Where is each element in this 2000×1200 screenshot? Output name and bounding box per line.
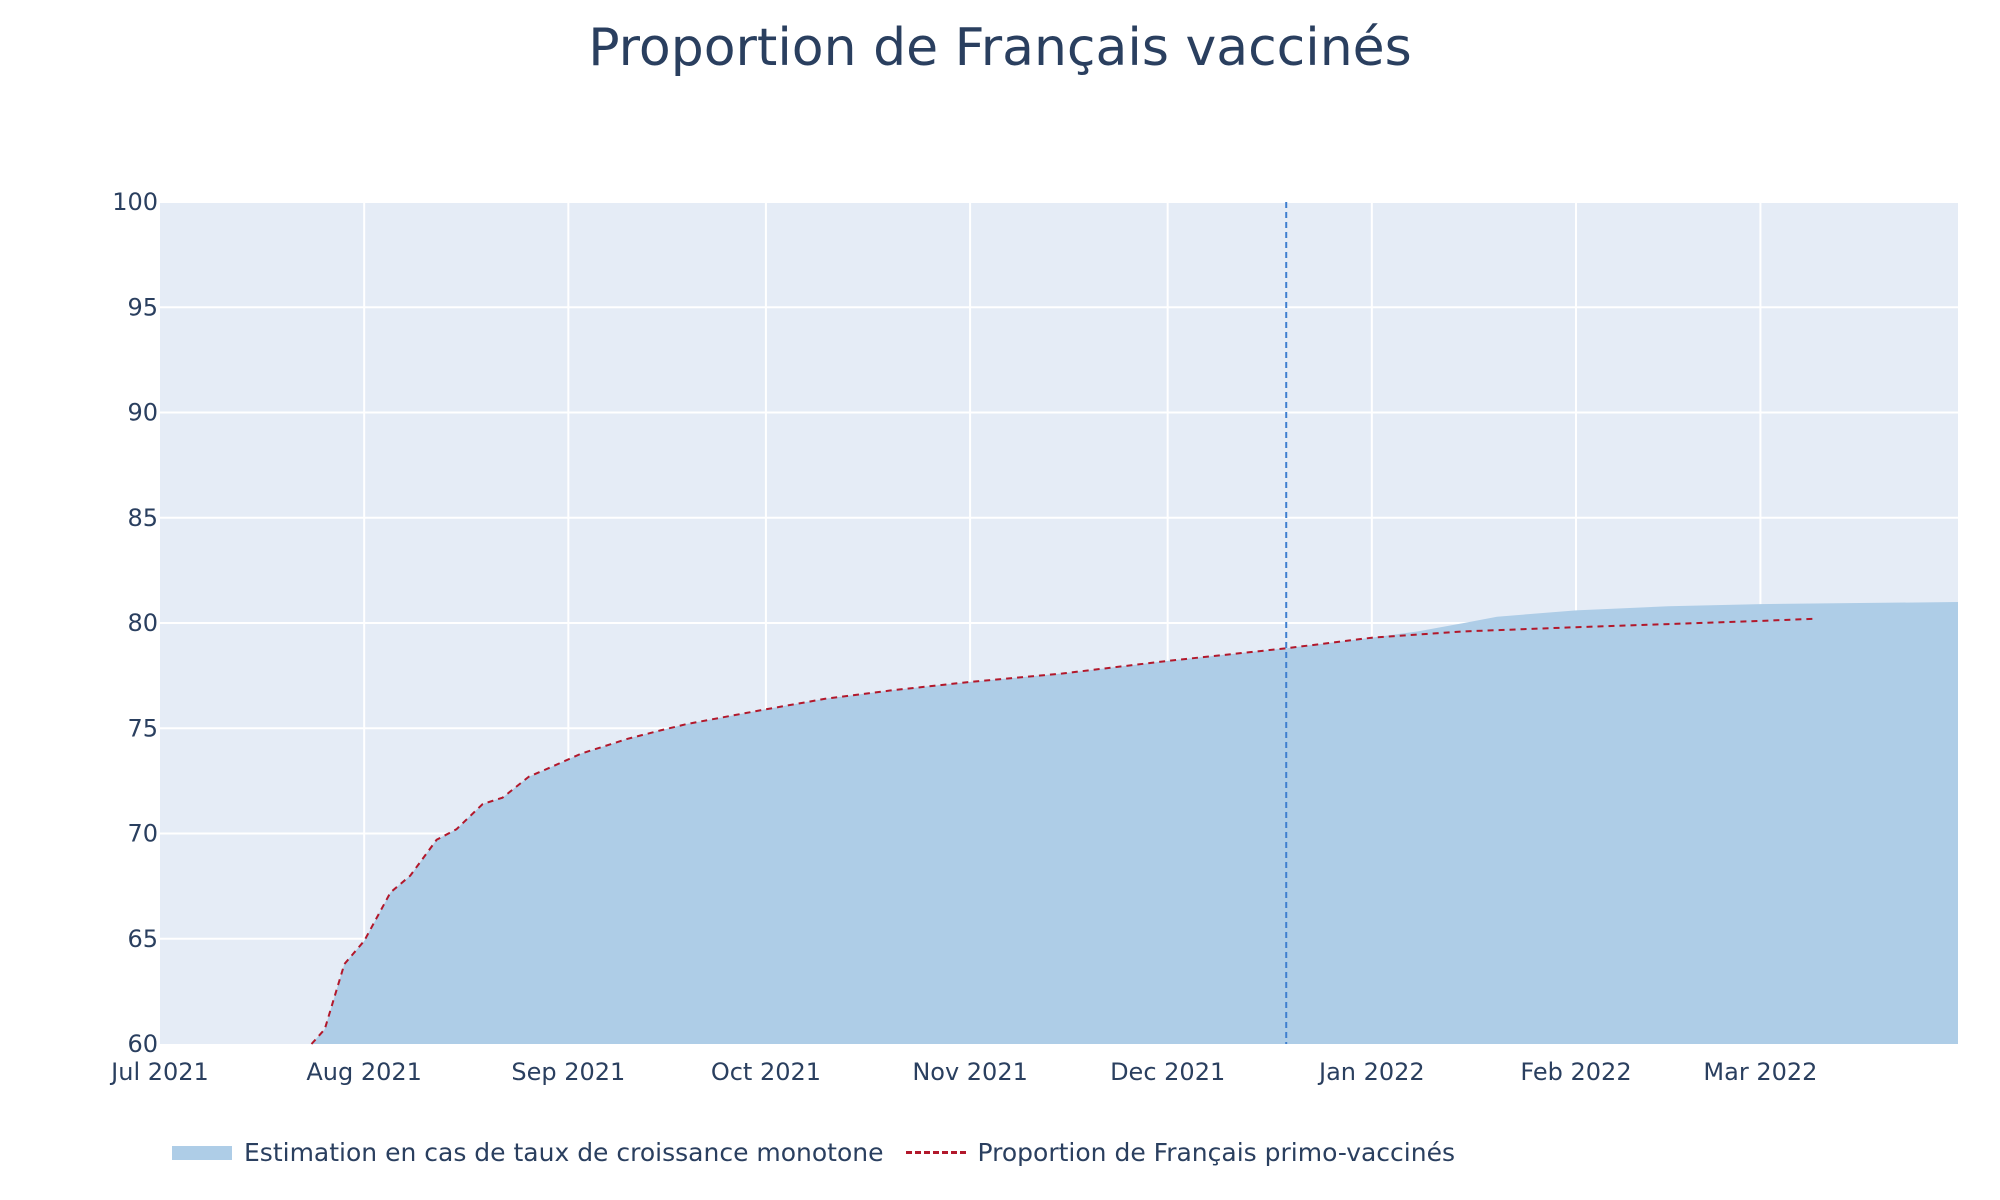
x-tick-label: Jan 2022 — [1317, 1058, 1425, 1086]
chart-title: Proportion de Français vaccinés — [588, 18, 1412, 78]
series-layer — [310, 602, 1958, 1045]
x-tick-label: Feb 2022 — [1520, 1058, 1631, 1086]
y-tick-label: 60 — [127, 1030, 158, 1058]
y-tick-label: 100 — [112, 188, 158, 216]
x-tick-label: Mar 2022 — [1703, 1058, 1817, 1086]
x-tick-label: Dec 2021 — [1110, 1058, 1225, 1086]
legend-swatch-area — [172, 1145, 232, 1160]
legend: Estimation en cas de taux de croissance … — [172, 1138, 1477, 1167]
x-tick-label: Oct 2021 — [711, 1058, 821, 1086]
x-tick-label: Nov 2021 — [912, 1058, 1028, 1086]
y-tick-label: 95 — [127, 293, 158, 321]
y-tick-label: 85 — [127, 504, 158, 532]
y-tick-label: 65 — [127, 925, 158, 953]
legend-swatch-dashed-line — [905, 1151, 966, 1154]
x-tick-label: Sep 2021 — [511, 1058, 625, 1086]
y-tick-label: 90 — [127, 399, 158, 427]
y-tick-label: 80 — [127, 609, 158, 637]
axis-labels: 60 65 70 75 80 85 90 95 100 Jul 2021 Aug 2021 Sep 2… — [109, 188, 1817, 1086]
x-tick-label: Jul 2021 — [109, 1058, 209, 1086]
y-tick-label: 70 — [127, 820, 158, 848]
y-tick-label: 75 — [127, 714, 158, 742]
legend-item-estimation[interactable]: Estimation en cas de taux de croissance … — [172, 1138, 884, 1167]
x-tick-label: Aug 2021 — [306, 1058, 422, 1086]
legend-label-primo: Proportion de Français primo-vaccinés — [977, 1138, 1455, 1167]
legend-label-estimation: Estimation en cas de taux de croissance … — [244, 1138, 884, 1167]
series-area-estimation — [311, 602, 1958, 1044]
legend-item-primo[interactable]: Proportion de Français primo-vaccinés — [905, 1138, 1455, 1167]
